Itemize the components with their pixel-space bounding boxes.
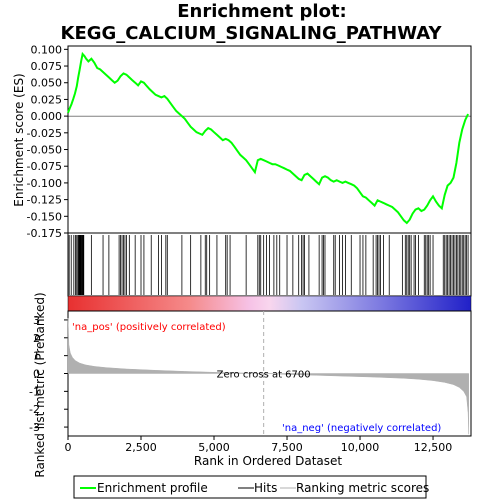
- negative-correlation-label: 'na_neg' (negatively correlated): [282, 423, 441, 434]
- legend-metric-label: Ranking metric scores: [296, 481, 429, 495]
- es-y-axis-label: Enrichment score (ES): [12, 73, 26, 206]
- es-y-tick-label: -0.050: [27, 144, 62, 157]
- metric-y-axis: 3 2 1 0 -1 -2 -3: [29, 314, 68, 434]
- es-panel: 0.100 0.075 0.050 0.025 0.000 -0.025 -0.050 -0.…: [12, 43, 472, 240]
- es-y-tick-label: 0.075: [31, 60, 63, 73]
- legend-box: [73, 475, 427, 499]
- x-tick-label: 5,000: [198, 441, 230, 454]
- es-y-tick-label: -0.150: [27, 210, 62, 223]
- hits-panel: [67, 232, 472, 297]
- x-tick-label: 10,000: [341, 441, 380, 454]
- legend-es-label: Enrichment profile: [97, 481, 208, 495]
- correlation-color-bar: [67, 295, 472, 312]
- metric-x-axis-label: Rank in Ordered Dataset: [194, 454, 342, 468]
- metric-x-axis: 0 2,500 5,000 7,500 10,000 12,500: [65, 436, 453, 454]
- title-line-2: KEGG_CALCIUM_SIGNALING_PATHWAY: [61, 23, 443, 44]
- x-tick-label: 12,500: [414, 441, 453, 454]
- metric-y-tick-label: -1: [29, 385, 40, 398]
- legend: Enrichment profile Hits Ranking metric s…: [73, 475, 429, 499]
- x-tick-label: 0: [65, 441, 72, 454]
- es-y-tick-label: -0.125: [27, 194, 62, 207]
- metric-y-tick-label: 3: [33, 314, 40, 327]
- metric-y-tick-label: -3: [29, 421, 40, 434]
- positive-correlation-label: 'na_pos' (positively correlated): [72, 322, 226, 333]
- metric-y-tick-label: 0: [33, 368, 40, 381]
- title-line-1: Enrichment plot:: [177, 1, 347, 22]
- es-y-tick-label: -0.025: [27, 127, 62, 140]
- metric-y-tick-label: -2: [29, 403, 40, 416]
- enrichment-profile-line: [67, 51, 470, 225]
- es-y-tick-label: 0.100: [31, 43, 63, 56]
- metric-y-axis-label: Ranked list metric (PreRanked): [33, 292, 47, 477]
- legend-hits-label: Hits: [254, 481, 277, 495]
- x-tick-label: 2,500: [125, 441, 157, 454]
- es-y-axis: 0.100 0.075 0.050 0.025 0.000 -0.025 -0.050 -0.…: [27, 43, 68, 240]
- metric-y-tick-label: 2: [33, 332, 40, 345]
- color-bar-rect: [67, 295, 472, 312]
- hits-marks: [68, 235, 469, 295]
- es-y-tick-label: 0.025: [31, 93, 63, 106]
- es-y-tick-label: 0.000: [31, 110, 63, 123]
- x-tick-label: 7,500: [271, 441, 303, 454]
- metric-y-tick-label: 1: [33, 350, 40, 363]
- es-y-tick-label: -0.175: [27, 227, 62, 240]
- ranking-metric-area: [67, 318, 469, 435]
- es-y-tick-label: 0.050: [31, 77, 63, 90]
- es-y-tick-label: -0.100: [27, 177, 62, 190]
- es-y-tick-label: -0.075: [27, 160, 62, 173]
- zero-cross-label: Zero cross at 6700: [217, 370, 311, 381]
